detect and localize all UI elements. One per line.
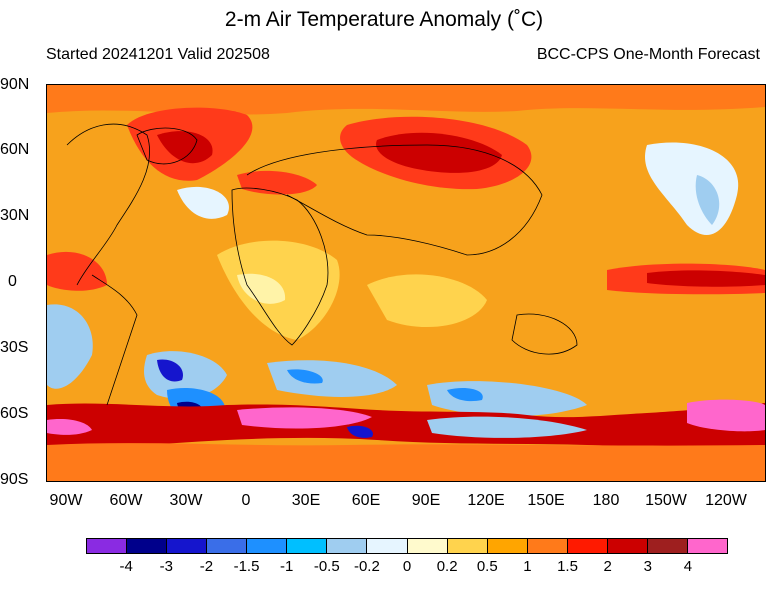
lat-label-60s: 60S <box>0 405 29 422</box>
colorbar-tick-label: 0 <box>402 558 412 575</box>
north-america-coast <box>66 123 151 286</box>
map-title: 2-m Air Temperature Anomaly (˚C) <box>224 8 544 31</box>
lon-label-60e: 60E <box>351 492 381 509</box>
south-pacific-cool <box>47 304 93 389</box>
anomaly-field <box>47 85 765 481</box>
south-indian-cool-1 <box>267 360 397 397</box>
lat-label-60n: 60N <box>0 141 30 158</box>
equatorial-atlantic-slight <box>237 273 286 304</box>
south-america-coast <box>91 274 138 406</box>
siberia-hotspot <box>376 132 502 173</box>
southern-ocean-extreme-1 <box>237 407 372 429</box>
colorbar-box <box>447 539 488 553</box>
lat-label-30s: 30S <box>0 339 29 356</box>
antarctica-field <box>47 443 765 481</box>
colorbar-box <box>647 539 688 553</box>
colorbar-box <box>487 539 528 553</box>
southern-ocean-warm-band <box>47 403 765 448</box>
colorbar-box <box>607 539 648 553</box>
southern-ocean-extreme-2 <box>687 399 765 432</box>
australia-coast <box>511 313 578 355</box>
colorbar-box <box>687 539 727 553</box>
antarctic-cold-core <box>347 425 373 438</box>
lat-label-30n: 30N <box>0 207 30 224</box>
forecast-dates: Started 20241201 Valid 202508 <box>46 46 270 63</box>
north-atlantic-cool <box>177 186 229 219</box>
colorbar-tick-label: -2 <box>199 558 214 575</box>
south-atlantic-cold-core <box>157 359 183 382</box>
lon-label-90w: 90W <box>49 492 83 509</box>
forecast-model: BCC-CPS One-Month Forecast <box>536 46 760 63</box>
lon-label-150w: 150W <box>645 492 687 509</box>
colorbar-box <box>167 539 208 553</box>
colorbar-box <box>407 539 448 553</box>
colorbar-box <box>87 539 128 553</box>
north-pacific-cool-core <box>695 175 720 225</box>
temperature-anomaly-map <box>46 84 766 482</box>
colorbar-box <box>367 539 408 553</box>
greenland-coast <box>136 127 198 165</box>
eurasia-coast <box>246 144 543 256</box>
colorbar-tick-label: 0.5 <box>476 558 498 575</box>
colorbar-tick-label: 4 <box>683 558 693 575</box>
colorbar <box>86 538 728 554</box>
colorbar-tick-label: -4 <box>119 558 133 575</box>
lon-label-90e: 90E <box>411 492 441 509</box>
coastlines <box>66 123 578 406</box>
colorbar-tick-label: -1 <box>279 558 294 575</box>
antarctic-cool <box>427 416 587 438</box>
colorbar-box <box>567 539 608 553</box>
lon-label-30w: 30W <box>169 492 203 509</box>
lon-label-150e: 150E <box>527 492 565 509</box>
colorbar-tick-label: -1.5 <box>233 558 260 575</box>
indian-ocean-mild <box>367 274 487 328</box>
colorbar-box <box>287 539 328 553</box>
lon-label-30e: 30E <box>291 492 321 509</box>
colorbar-tick-label: -0.2 <box>353 558 380 575</box>
colorbar-tick-label: 1.5 <box>557 558 578 575</box>
colorbar-box <box>247 539 288 553</box>
lat-label-90n: 90N <box>0 76 30 93</box>
colorbar-box <box>207 539 248 553</box>
lon-label-120e: 120E <box>467 492 505 509</box>
southern-ocean-extreme-3 <box>47 419 92 435</box>
equatorial-pacific-hotspot <box>647 270 765 287</box>
colorbar-tick-label: 0.2 <box>436 558 458 575</box>
lon-label-180: 180 <box>592 492 620 509</box>
colorbar-tick-label: 3 <box>643 558 652 575</box>
colorbar-tick-label: -3 <box>159 558 173 575</box>
lon-label-120w: 120W <box>705 492 747 509</box>
colorbar-tick-label: 2 <box>603 558 612 575</box>
colorbar-box <box>327 539 368 553</box>
south-indian-cold-2 <box>447 388 483 402</box>
lon-label-0: 0 <box>241 492 251 509</box>
lat-label-0: 0 <box>8 273 17 290</box>
colorbar-box <box>527 539 568 553</box>
lat-label-90s: 90S <box>0 471 29 488</box>
greenland-hotspot <box>157 131 213 164</box>
colorbar-tick-label: 1 <box>523 558 532 575</box>
colorbar-box <box>127 539 168 553</box>
lon-label-60w: 60W <box>109 492 143 509</box>
south-indian-cold-1 <box>287 369 323 384</box>
arctic-warm-band <box>47 85 765 115</box>
colorbar-tick-label: -0.5 <box>313 558 340 575</box>
